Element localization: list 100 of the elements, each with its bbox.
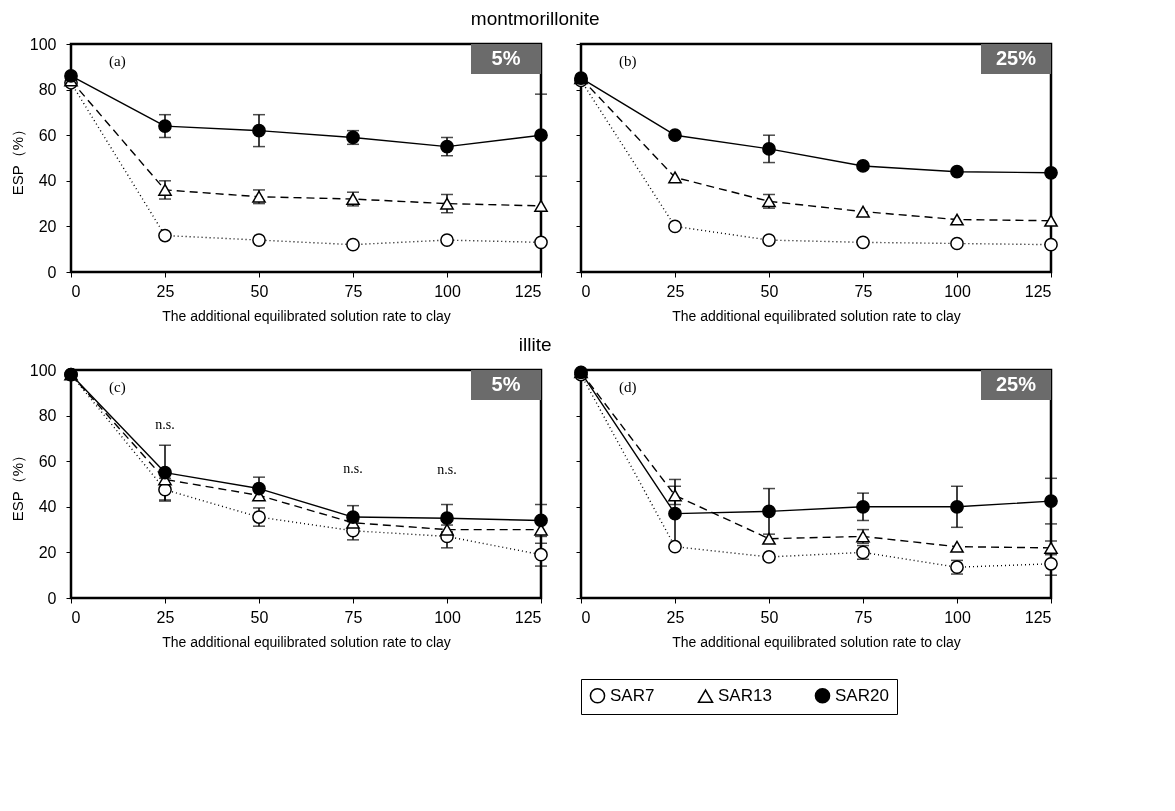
annotation: 5%	[491, 47, 521, 69]
x-tick-label: 50	[250, 608, 269, 626]
x-tick-label: 0	[71, 608, 81, 626]
annotation: 25%	[995, 47, 1037, 69]
point	[1044, 556, 1058, 571]
point	[762, 550, 776, 564]
y-tick-label: 40	[38, 498, 57, 516]
point	[668, 219, 682, 234]
annotation: 25%	[995, 373, 1037, 395]
point	[1044, 494, 1058, 508]
point	[534, 547, 548, 562]
y-tick-label: 60	[38, 452, 57, 470]
annotation: 5%	[491, 373, 521, 395]
x-axis-title: The additional equilibrated solution rate to clay	[672, 633, 961, 650]
point	[668, 506, 682, 521]
y-tick-label: 0	[47, 589, 57, 607]
legend-label: SAR20	[835, 685, 889, 705]
point	[252, 123, 266, 138]
x-tick-label: 75	[854, 282, 873, 300]
x-tick-label: 50	[760, 608, 779, 626]
legend-label: SAR13	[718, 686, 772, 706]
chart-title: illite	[518, 333, 552, 355]
y-tick-label: 80	[38, 81, 57, 99]
point	[64, 69, 78, 83]
point	[856, 499, 870, 514]
x-tick-label: 75	[854, 608, 873, 626]
x-tick-label: 75	[344, 282, 363, 300]
y-tick-label: 20	[38, 543, 57, 561]
x-tick-label: 0	[581, 608, 591, 626]
annotation: (a)	[109, 53, 126, 70]
x-tick-label: 0	[71, 282, 81, 300]
annotation: n.s.	[155, 416, 175, 432]
point	[950, 499, 964, 514]
point	[856, 159, 870, 173]
x-tick-label: 0	[581, 282, 591, 300]
x-tick-label: 50	[760, 282, 779, 300]
x-tick-label: 50	[250, 282, 269, 300]
annotation: (c)	[109, 379, 126, 396]
point	[158, 228, 172, 243]
chart-title: montmorillonite	[470, 7, 600, 29]
y-tick-label: 100	[29, 361, 57, 379]
x-tick-label: 125	[514, 608, 542, 626]
point	[534, 128, 548, 143]
point	[950, 164, 964, 179]
point	[534, 513, 548, 528]
x-tick-label: 125	[514, 282, 542, 300]
x-tick-label: 25	[666, 282, 685, 300]
point	[1044, 165, 1058, 180]
x-tick-label: 75	[344, 608, 363, 626]
point	[346, 237, 360, 252]
x-tick-label: 100	[944, 608, 971, 626]
point	[440, 197, 454, 210]
point	[1044, 214, 1058, 227]
point	[856, 205, 870, 218]
y-tick-label: 40	[38, 172, 57, 190]
y-tick-label: 20	[38, 217, 57, 235]
annotation: n.s.	[437, 462, 457, 478]
point	[534, 199, 548, 212]
x-tick-label: 25	[156, 608, 175, 626]
y-axis-title: ESP（%）	[8, 447, 26, 522]
y-tick-label: 100	[29, 35, 57, 53]
point	[534, 235, 548, 250]
point	[856, 235, 870, 250]
point	[252, 481, 266, 496]
point	[440, 523, 454, 536]
point	[762, 233, 776, 247]
y-axis-title: ESP（%）	[8, 121, 26, 196]
x-axis-title: The additional equilibrated solution rate to clay	[162, 633, 451, 650]
annotation: n.s.	[343, 461, 363, 477]
x-tick-label: 25	[666, 608, 685, 626]
y-tick-label: 80	[38, 407, 57, 425]
point	[950, 213, 964, 226]
point	[440, 511, 454, 526]
point	[668, 539, 682, 554]
point	[950, 236, 964, 251]
point	[158, 119, 172, 133]
annotation: (b)	[619, 53, 637, 70]
x-axis-title: The additional equilibrated solution rate to clay	[162, 307, 451, 324]
point	[762, 504, 776, 519]
point	[950, 540, 964, 553]
point	[762, 142, 776, 156]
x-tick-label: 25	[156, 282, 175, 300]
point	[158, 465, 172, 480]
x-tick-label: 100	[944, 282, 971, 300]
y-tick-label: 0	[47, 263, 57, 281]
y-tick-label: 60	[38, 126, 57, 144]
point	[1044, 237, 1058, 252]
x-tick-label: 125	[1024, 608, 1052, 626]
point	[440, 233, 454, 247]
point	[668, 171, 682, 184]
x-tick-label: 125	[1024, 282, 1052, 300]
legend-label: SAR7	[610, 685, 655, 705]
x-axis-title: The additional equilibrated solution rate to clay	[672, 307, 961, 324]
point	[252, 233, 266, 247]
point	[762, 532, 776, 545]
x-tick-label: 100	[434, 282, 461, 300]
point	[668, 128, 682, 143]
point	[668, 489, 682, 502]
point	[346, 510, 360, 524]
annotation: (d)	[619, 379, 637, 396]
